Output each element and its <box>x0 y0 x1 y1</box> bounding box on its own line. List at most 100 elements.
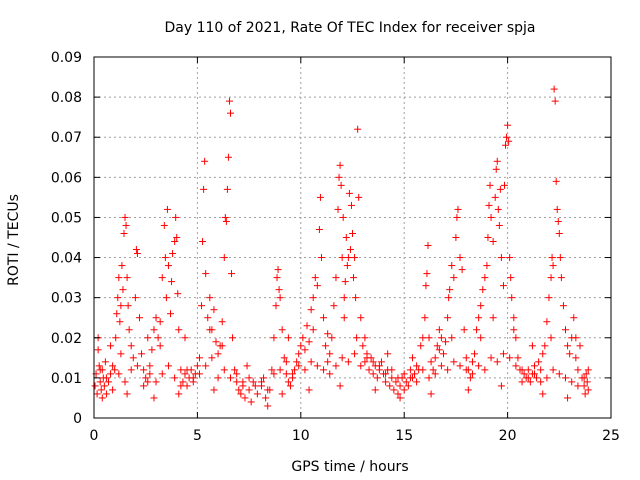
data-point <box>140 382 148 390</box>
data-point <box>353 334 361 342</box>
data-point <box>514 354 522 362</box>
data-point <box>406 374 414 382</box>
data-point <box>431 370 439 378</box>
data-point <box>164 362 172 370</box>
data-point <box>576 342 584 350</box>
data-point <box>305 338 313 346</box>
data-point <box>524 374 532 382</box>
data-point <box>408 354 416 362</box>
data-point <box>404 382 412 390</box>
data-point <box>382 370 390 378</box>
data-point <box>262 394 270 402</box>
x-tick-label: 10 <box>292 428 310 444</box>
data-point <box>502 141 510 149</box>
data-point <box>163 205 171 213</box>
data-point <box>112 334 120 342</box>
data-point <box>226 109 234 117</box>
data-point <box>301 346 309 354</box>
data-point <box>156 342 164 350</box>
data-point <box>494 205 502 213</box>
data-point <box>520 370 528 378</box>
data-point <box>111 366 119 374</box>
data-point <box>117 350 125 358</box>
y-tick-label: 0.06 <box>51 170 82 186</box>
data-point <box>299 334 307 342</box>
data-point <box>435 346 443 354</box>
data-point <box>214 350 222 358</box>
data-point <box>547 274 555 282</box>
data-point <box>504 121 512 129</box>
data-point <box>340 294 348 302</box>
data-point <box>114 294 122 302</box>
data-point <box>419 334 427 342</box>
data-point <box>479 286 487 294</box>
data-point <box>429 366 437 374</box>
data-point <box>580 382 588 390</box>
data-point <box>229 334 237 342</box>
data-point <box>208 354 216 362</box>
data-point <box>173 234 181 241</box>
data-point <box>526 378 534 386</box>
data-point <box>489 314 497 322</box>
data-point <box>466 374 474 382</box>
data-point <box>94 346 102 354</box>
data-point <box>156 318 164 326</box>
data-point <box>394 390 402 398</box>
data-point <box>301 366 309 374</box>
x-tick-label: 25 <box>602 428 620 444</box>
data-point <box>272 302 280 310</box>
data-point <box>146 370 154 378</box>
data-point <box>175 390 183 398</box>
data-point <box>295 350 303 358</box>
data-point <box>223 185 231 193</box>
data-point <box>375 362 383 370</box>
data-point <box>158 274 166 282</box>
data-point <box>97 386 105 394</box>
data-point <box>427 358 435 366</box>
data-point <box>233 378 241 386</box>
data-point <box>235 386 243 394</box>
y-tick-label: 0.09 <box>51 50 82 66</box>
data-point <box>224 153 232 161</box>
data-point <box>152 378 160 386</box>
data-point <box>471 350 479 358</box>
data-point <box>104 378 112 386</box>
data-point <box>347 201 355 209</box>
data-point <box>497 254 505 262</box>
x-tick-labels: 0 5 10 15 20 25 <box>90 428 620 444</box>
data-point <box>365 366 373 374</box>
data-point <box>530 362 538 370</box>
data-point <box>450 358 458 366</box>
data-point <box>328 334 336 342</box>
x-tick-label: 0 <box>90 428 99 444</box>
data-point <box>551 97 559 105</box>
data-point <box>307 358 315 366</box>
data-point <box>512 362 520 370</box>
data-point <box>200 185 208 193</box>
data-point <box>518 366 526 374</box>
data-point <box>503 133 511 141</box>
data-point <box>278 326 286 334</box>
data-point <box>339 213 347 221</box>
data-point <box>518 378 526 386</box>
data-point <box>452 234 460 241</box>
data-point <box>309 326 317 334</box>
data-point <box>572 334 580 342</box>
data-point <box>500 181 508 189</box>
data-point <box>251 382 259 390</box>
data-point <box>206 326 214 334</box>
data-point <box>419 366 427 374</box>
data-point <box>361 358 369 366</box>
data-point <box>102 374 110 382</box>
data-point <box>249 378 257 386</box>
data-point <box>548 254 556 262</box>
data-point <box>199 238 207 246</box>
data-point <box>550 85 558 93</box>
data-point <box>315 225 323 233</box>
data-point <box>138 350 146 358</box>
data-point <box>148 346 156 354</box>
data-point <box>553 205 561 213</box>
data-point <box>556 254 564 262</box>
data-point <box>121 213 129 221</box>
